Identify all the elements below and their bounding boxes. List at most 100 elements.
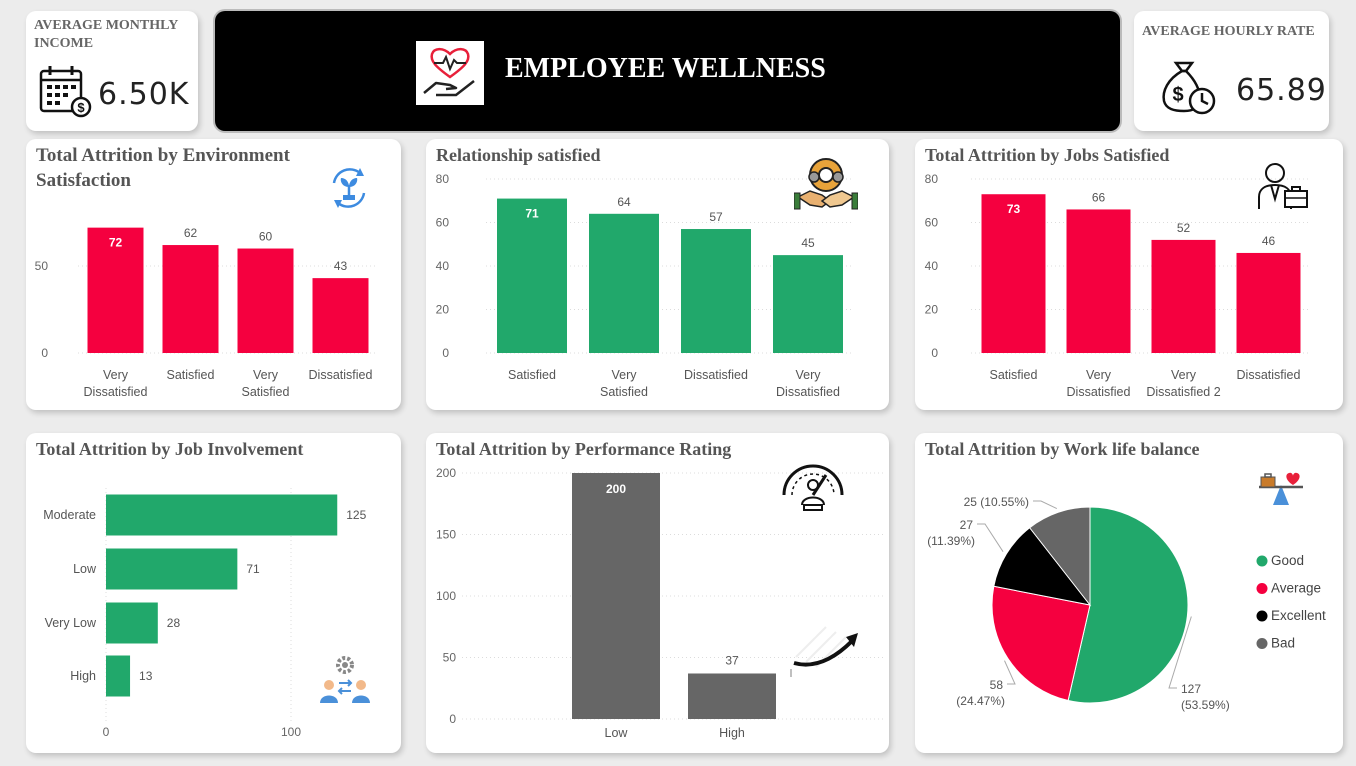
- dashboard-title: EMPLOYEE WELLNESS: [505, 53, 826, 84]
- y-tick-label: Low: [73, 562, 97, 576]
- chart-title: Total Attrition by Jobs Satisfied: [925, 145, 1170, 165]
- y-tick-label: 200: [436, 466, 456, 480]
- chart-card-jobs-satisfied: 0 20 40 60 80 73 Satisfied 66 Very Dissatisfied 52…: [915, 139, 1343, 410]
- kpi-label: AVERAGE MONTHLY INCOME: [34, 18, 178, 51]
- x-tick-label: Dissatisfied: [684, 368, 748, 382]
- people-exchange-gear-icon: [318, 655, 372, 705]
- bar: [162, 245, 219, 353]
- bar: [773, 255, 843, 353]
- kpi-label: AVERAGE HOURLY RATE: [1142, 24, 1315, 39]
- data-label: 127: [1181, 682, 1201, 696]
- data-label: 52: [1177, 221, 1191, 235]
- bar: [106, 548, 238, 590]
- bar: [572, 473, 660, 719]
- pie-slice: [1067, 506, 1189, 704]
- bar: [1066, 209, 1131, 353]
- kpi-value: 65.89: [1236, 73, 1327, 108]
- chart-card-performance-rating: 0 50 100 150 200 200 Low 37 High Total Attrition…: [426, 433, 889, 753]
- bar: [237, 248, 294, 353]
- bar: [681, 229, 751, 353]
- x-tick-label: Very: [253, 368, 279, 382]
- data-label-percent: (24.47%): [956, 694, 1005, 708]
- x-tick-label: Satisfied: [600, 385, 648, 399]
- data-label: 72: [109, 236, 123, 250]
- data-label: 66: [1092, 190, 1106, 204]
- pie-slice: [991, 585, 1091, 702]
- x-tick-label: Very: [611, 368, 637, 382]
- kpi-card-monthly-income: AVERAGE MONTHLY INCOME $ 6.50K: [26, 11, 198, 131]
- x-tick-label: Very: [795, 368, 821, 382]
- y-tick-label: 0: [449, 712, 456, 726]
- y-tick-label: 20: [925, 303, 939, 317]
- x-tick-label: Dissatisfied: [309, 368, 373, 382]
- x-tick-label: Dissatisfied: [1237, 368, 1301, 382]
- y-tick-label: 40: [436, 259, 450, 273]
- pie-slice: [993, 527, 1092, 606]
- heart-hand-icon: [416, 41, 484, 105]
- teamwork-handshake-icon: [794, 155, 858, 215]
- y-tick-label: 50: [35, 259, 49, 273]
- x-tick-label: Satisfied: [990, 368, 1038, 382]
- data-label: 200: [606, 482, 626, 496]
- legend-marker: [1256, 638, 1268, 649]
- chart-title: Total Attrition by Performance Rating: [436, 439, 732, 459]
- chart-performance-rating: 0 50 100 150 200 200 Low 37 High: [436, 466, 886, 740]
- svg-text:$: $: [1172, 84, 1183, 106]
- y-tick-label: 60: [925, 216, 939, 230]
- data-label: 125: [346, 508, 366, 522]
- y-tick-label: 0: [931, 346, 938, 360]
- data-label-percent: (53.59%): [1181, 698, 1230, 712]
- kpi-card-hourly-rate: AVERAGE HOURLY RATE $ 65.89: [1134, 11, 1329, 131]
- kpi-value: 6.50K: [98, 77, 190, 112]
- y-tick-label: 100: [436, 589, 456, 603]
- bar: [688, 673, 776, 719]
- y-tick-label: 0: [41, 346, 48, 360]
- chart-title: Total Attrition by Job Involvement: [36, 439, 304, 459]
- x-tick-label: Very: [1086, 368, 1112, 382]
- data-label: 13: [139, 669, 153, 683]
- x-tick-label: Dissatisfied 2: [1146, 385, 1220, 399]
- y-tick-label: 80: [925, 172, 939, 186]
- chart-job-involvement: 0 100 125 Moderate 71 Low 28 Very Low 13 High: [43, 488, 367, 739]
- chart-card-job-involvement: 0 100 125 Moderate 71 Low 28 Very Low 13 High Tot…: [26, 433, 401, 753]
- growth-arrow-icon: [786, 617, 866, 677]
- legend-label: Bad: [1271, 636, 1295, 651]
- money-bag-clock-icon: $: [1158, 57, 1218, 117]
- data-label: 46: [1262, 234, 1276, 248]
- bar: [497, 198, 567, 353]
- bar: [87, 227, 144, 353]
- pie-slice: [1028, 506, 1091, 607]
- chart-environment-satisfaction: 0 50 72 Very Dissatisfied 62 Satisfied 60 Very Sa…: [35, 226, 378, 399]
- y-tick-label: 80: [436, 172, 450, 186]
- chart-card-work-life-balance: 127 (53.59%) 58 (24.47%) 27 (11.39%) 25 (10.55…: [915, 433, 1343, 753]
- legend-marker: [1256, 555, 1268, 567]
- bar: [106, 602, 158, 644]
- svg-text:$: $: [77, 100, 85, 115]
- x-tick-label: Dissatisfied: [1067, 385, 1131, 399]
- chart-title: Total Attrition by Environment Satisfact…: [36, 145, 290, 191]
- data-label: 27: [960, 518, 974, 532]
- x-tick-label: 0: [103, 725, 110, 739]
- y-tick-label: Very Low: [45, 616, 97, 630]
- x-tick-label: Satisfied: [242, 385, 290, 399]
- legend-label: Good: [1271, 553, 1304, 568]
- data-label: 64: [617, 195, 631, 209]
- plant-cycle-icon: [324, 163, 374, 213]
- x-tick-label: Low: [605, 726, 629, 740]
- x-tick-label: Very: [103, 368, 129, 382]
- chart-card-environment-satisfaction: 0 50 72 Very Dissatisfied 62 Satisfied 60 Very Sa…: [26, 139, 401, 410]
- data-label: 73: [1007, 202, 1021, 216]
- x-tick-label: Satisfied: [167, 368, 215, 382]
- y-tick-label: Moderate: [43, 508, 96, 522]
- legend-marker: [1256, 583, 1268, 594]
- data-label: 57: [709, 210, 723, 224]
- data-label: 60: [259, 230, 273, 244]
- bar: [1236, 252, 1301, 353]
- chart-relationship-satisfied: 0 20 40 60 80 71 Satisfied 64 Very Satisfied 57 Dis…: [436, 172, 854, 399]
- data-label: 71: [246, 562, 260, 576]
- data-label-percent: (11.39%): [927, 534, 975, 548]
- legend-label: Average: [1271, 581, 1321, 596]
- x-tick-label: High: [719, 726, 745, 740]
- bar: [312, 278, 369, 353]
- chart-title: Relationship satisfied: [436, 145, 601, 165]
